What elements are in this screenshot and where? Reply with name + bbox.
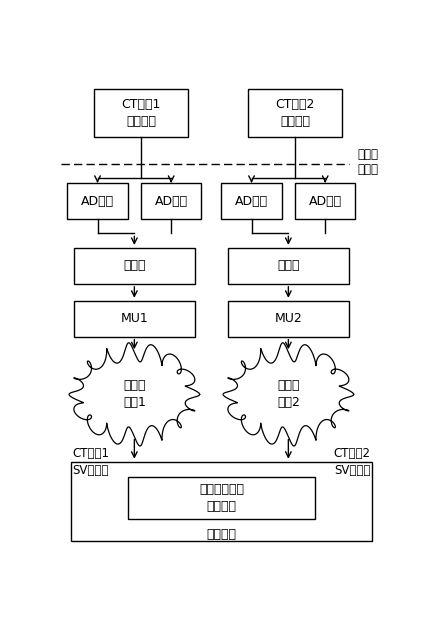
FancyBboxPatch shape bbox=[228, 248, 349, 284]
Text: AD电路: AD电路 bbox=[235, 195, 268, 208]
Polygon shape bbox=[69, 343, 200, 446]
Text: AD电路: AD电路 bbox=[81, 195, 114, 208]
Text: 过程层
网络2: 过程层 网络2 bbox=[277, 379, 300, 409]
FancyBboxPatch shape bbox=[295, 183, 355, 219]
FancyBboxPatch shape bbox=[67, 183, 128, 219]
FancyBboxPatch shape bbox=[221, 183, 282, 219]
Text: CT绕组1
SV采样值: CT绕组1 SV采样值 bbox=[73, 447, 109, 477]
Polygon shape bbox=[223, 343, 354, 446]
Text: MU2: MU2 bbox=[274, 312, 302, 325]
Text: 保护装置: 保护装置 bbox=[206, 528, 236, 541]
Text: CT绕组1
传感元件: CT绕组1 传感元件 bbox=[121, 99, 161, 129]
FancyBboxPatch shape bbox=[74, 248, 194, 284]
Text: CT绕组2
SV采样值: CT绕组2 SV采样值 bbox=[334, 447, 370, 477]
Text: 转换器: 转换器 bbox=[123, 260, 146, 272]
FancyBboxPatch shape bbox=[248, 89, 342, 137]
FancyBboxPatch shape bbox=[74, 301, 194, 337]
Text: MU1: MU1 bbox=[121, 312, 148, 325]
FancyBboxPatch shape bbox=[141, 183, 201, 219]
Text: 低压侧: 低压侧 bbox=[357, 163, 378, 176]
FancyBboxPatch shape bbox=[128, 477, 315, 519]
Text: AD电路: AD电路 bbox=[155, 195, 188, 208]
Text: 高压侧: 高压侧 bbox=[357, 148, 378, 160]
FancyBboxPatch shape bbox=[94, 89, 188, 137]
Text: CT绕组2
传感元件: CT绕组2 传感元件 bbox=[275, 99, 315, 129]
Text: AD电路: AD电路 bbox=[308, 195, 342, 208]
Text: 转换器: 转换器 bbox=[277, 260, 300, 272]
FancyBboxPatch shape bbox=[228, 301, 349, 337]
FancyBboxPatch shape bbox=[71, 462, 372, 541]
Text: 采样数据异常
检测模块: 采样数据异常 检测模块 bbox=[199, 483, 244, 513]
Text: 过程层
网络1: 过程层 网络1 bbox=[123, 379, 146, 409]
